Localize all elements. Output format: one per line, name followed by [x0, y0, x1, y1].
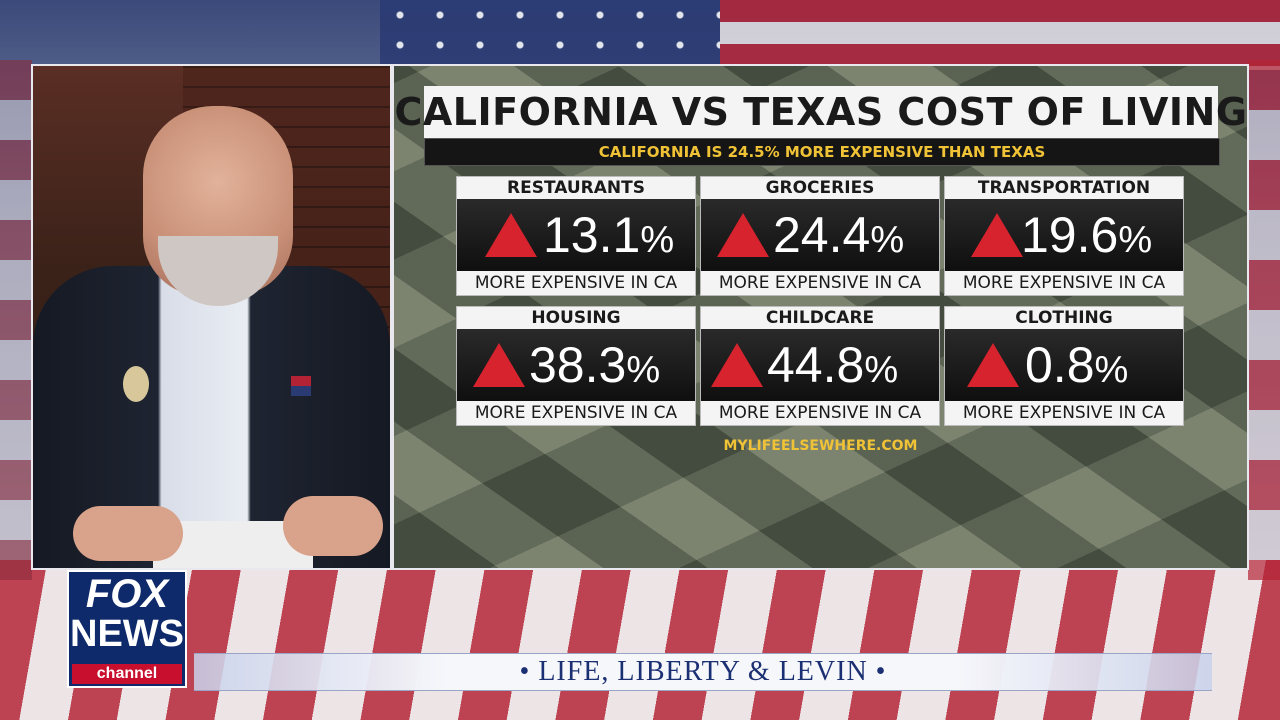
up-triangle-icon	[971, 213, 1023, 257]
fox-news-logo: FOX NEWS channel	[67, 570, 187, 688]
logo-news-text: NEWS	[70, 613, 184, 655]
stat-footer: MORE EXPENSIVE IN CA	[945, 401, 1183, 425]
stat-card-clothing: CLOTHING 0.8% MORE EXPENSIVE IN CA	[944, 306, 1184, 426]
graphic-subtitle: CALIFORNIA IS 24.5% MORE EXPENSIVE THAN …	[598, 143, 1046, 161]
up-triangle-icon	[711, 343, 763, 387]
stat-value: 19.6%	[1021, 207, 1153, 263]
host-hand-left	[73, 506, 183, 561]
source-url: MYLIFEELSEWHERE.COM	[723, 438, 918, 454]
flag-stars	[380, 0, 720, 70]
logo-fox-text: FOX	[85, 572, 169, 616]
stat-value-area: 19.6%	[945, 199, 1183, 271]
show-title: • LIFE, LIBERTY & LEVIN •	[519, 656, 887, 687]
graphic-title: CALIFORNIA VS TEXAS COST OF LIVING	[394, 90, 1248, 134]
host-hand-right	[283, 496, 383, 556]
stat-footer: MORE EXPENSIVE IN CA	[701, 271, 939, 295]
stat-footer: MORE EXPENSIVE IN CA	[457, 401, 695, 425]
up-triangle-icon	[717, 213, 769, 257]
stat-value-area: 0.8%	[945, 329, 1183, 401]
stat-card-groceries: GROCERIES 24.4% MORE EXPENSIVE IN CA	[700, 176, 940, 296]
flag-right-edge	[1248, 60, 1280, 580]
stat-value: 0.8%	[1025, 337, 1129, 393]
show-title-banner: • LIFE, LIBERTY & LEVIN •	[194, 653, 1212, 691]
stat-footer: MORE EXPENSIVE IN CA	[457, 271, 695, 295]
stat-card-childcare: CHILDCARE 44.8% MORE EXPENSIVE IN CA	[700, 306, 940, 426]
stat-label: CLOTHING	[945, 307, 1183, 329]
stat-label: HOUSING	[457, 307, 695, 329]
stat-value: 13.1%	[543, 207, 675, 263]
stat-card-housing: HOUSING 38.3% MORE EXPENSIVE IN CA	[456, 306, 696, 426]
logo-channel-text: channel	[72, 664, 182, 684]
stat-label: GROCERIES	[701, 177, 939, 199]
stat-footer: MORE EXPENSIVE IN CA	[701, 401, 939, 425]
stat-card-transportation: TRANSPORTATION 19.6% MORE EXPENSIVE IN C…	[944, 176, 1184, 296]
up-triangle-icon	[473, 343, 525, 387]
stat-footer: MORE EXPENSIVE IN CA	[945, 271, 1183, 295]
stat-label: TRANSPORTATION	[945, 177, 1183, 199]
stat-value: 44.8%	[767, 337, 899, 393]
stat-value: 38.3%	[529, 337, 661, 393]
stat-value-area: 44.8%	[701, 329, 939, 401]
stat-value-area: 13.1%	[457, 199, 695, 271]
host-video-panel	[31, 64, 392, 570]
flag-left-edge	[0, 60, 32, 580]
stat-card-restaurants: RESTAURANTS 13.1% MORE EXPENSIVE IN CA	[456, 176, 696, 296]
flag-pin-icon	[291, 376, 311, 396]
stat-value: 24.4%	[773, 207, 905, 263]
flag-stripes	[720, 0, 1280, 70]
cost-of-living-graphic: CALIFORNIA VS TEXAS COST OF LIVING CALIF…	[392, 64, 1249, 570]
up-triangle-icon	[967, 343, 1019, 387]
graphic-title-box: CALIFORNIA VS TEXAS COST OF LIVING	[394, 86, 1247, 138]
stat-value-area: 38.3%	[457, 329, 695, 401]
up-triangle-icon	[485, 213, 537, 257]
graphic-subtitle-box: CALIFORNIA IS 24.5% MORE EXPENSIVE THAN …	[424, 138, 1220, 166]
lapel-pin-icon	[123, 366, 149, 402]
stat-label: RESTAURANTS	[457, 177, 695, 199]
stat-label: CHILDCARE	[701, 307, 939, 329]
stat-value-area: 24.4%	[701, 199, 939, 271]
